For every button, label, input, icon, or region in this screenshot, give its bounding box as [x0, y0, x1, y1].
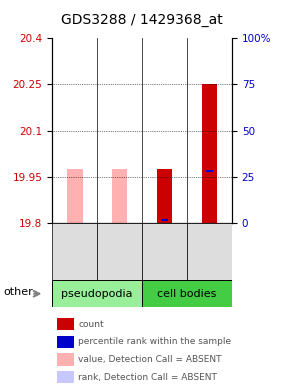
Text: pseudopodia: pseudopodia	[61, 289, 133, 299]
FancyBboxPatch shape	[142, 280, 232, 307]
Text: rank, Detection Call = ABSENT: rank, Detection Call = ABSENT	[78, 372, 217, 382]
Bar	[57, 336, 74, 348]
Text: count: count	[78, 319, 104, 329]
FancyBboxPatch shape	[52, 223, 97, 280]
FancyBboxPatch shape	[52, 280, 142, 307]
Bar	[202, 84, 218, 223]
Text: other: other	[3, 287, 33, 298]
Bar	[162, 219, 168, 221]
Bar	[157, 169, 173, 223]
Bar	[206, 170, 213, 172]
Bar	[112, 169, 128, 223]
FancyBboxPatch shape	[187, 223, 232, 280]
Text: GDS3288 / 1429368_at: GDS3288 / 1429368_at	[61, 13, 223, 27]
Bar	[57, 318, 74, 330]
Text: value, Detection Call = ABSENT: value, Detection Call = ABSENT	[78, 355, 222, 364]
Bar	[57, 371, 74, 383]
Text: percentile rank within the sample: percentile rank within the sample	[78, 337, 231, 346]
FancyBboxPatch shape	[97, 223, 142, 280]
Bar	[57, 353, 74, 366]
FancyBboxPatch shape	[142, 223, 187, 280]
Text: cell bodies: cell bodies	[157, 289, 217, 299]
Bar	[67, 169, 83, 223]
